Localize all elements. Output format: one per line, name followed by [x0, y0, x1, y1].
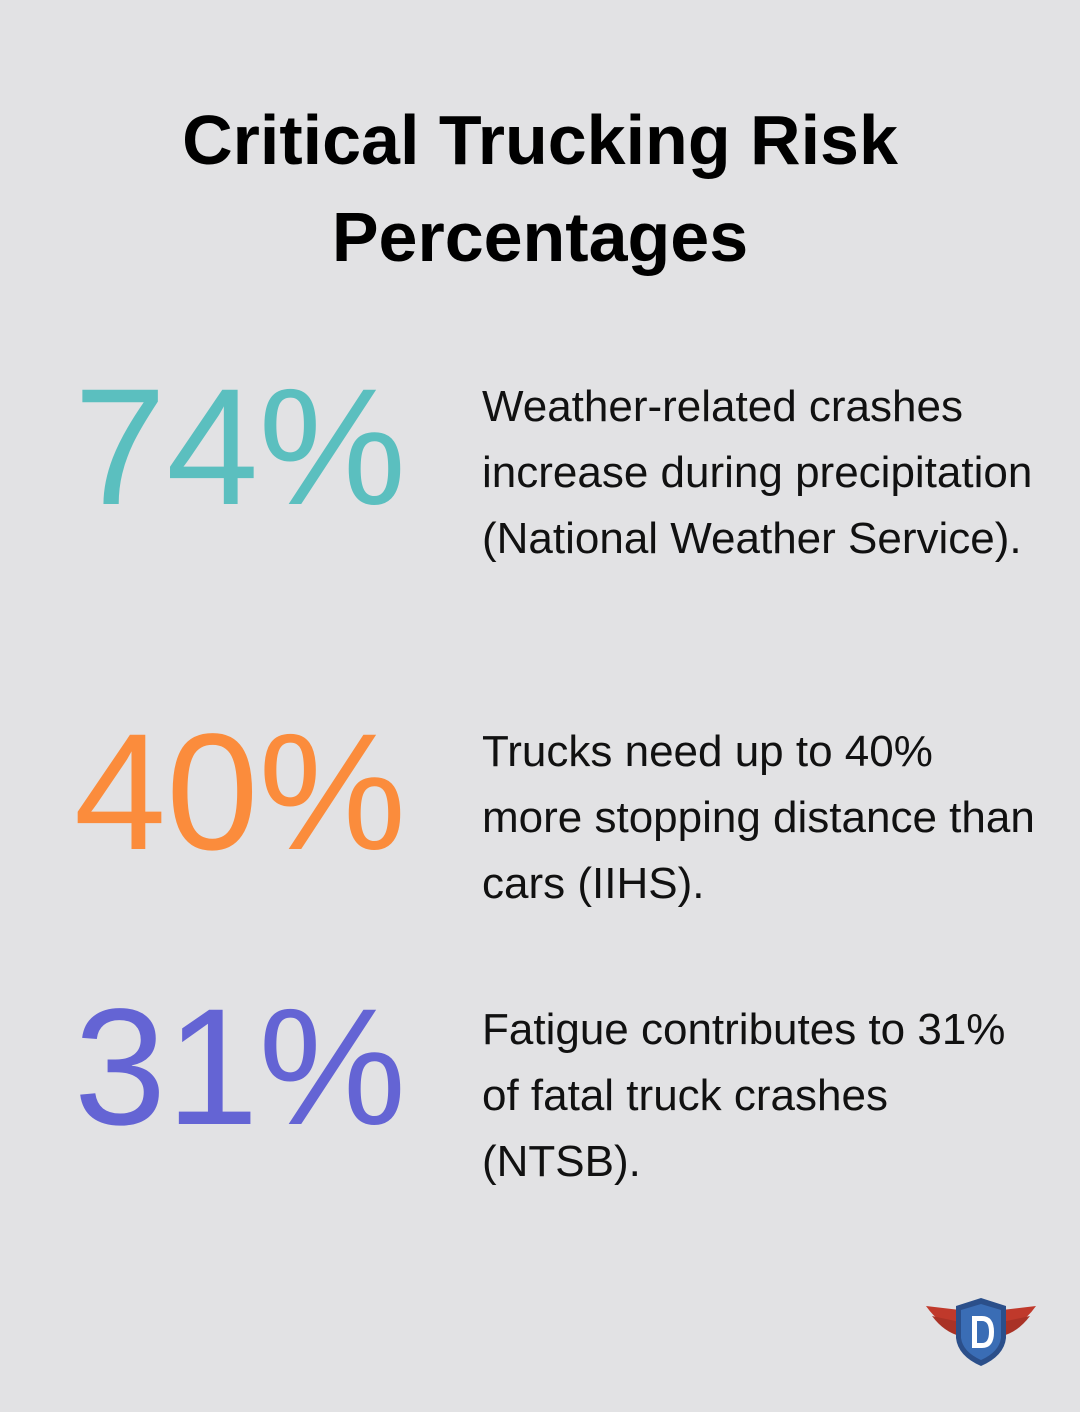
stat-description: Weather-related crashes increase during …	[482, 382, 1033, 563]
stat-description: Fatigue contributes to 31% of fatal truc…	[482, 1005, 1006, 1186]
stat-value: 40%	[73, 700, 407, 885]
title: Critical Trucking Risk Percentages	[182, 101, 898, 276]
stat-description: Trucks need up to 40% more stopping dist…	[482, 727, 1035, 908]
stat-value: 31%	[73, 975, 407, 1160]
stat-value: 74%	[73, 355, 407, 540]
logo	[926, 1298, 1036, 1366]
